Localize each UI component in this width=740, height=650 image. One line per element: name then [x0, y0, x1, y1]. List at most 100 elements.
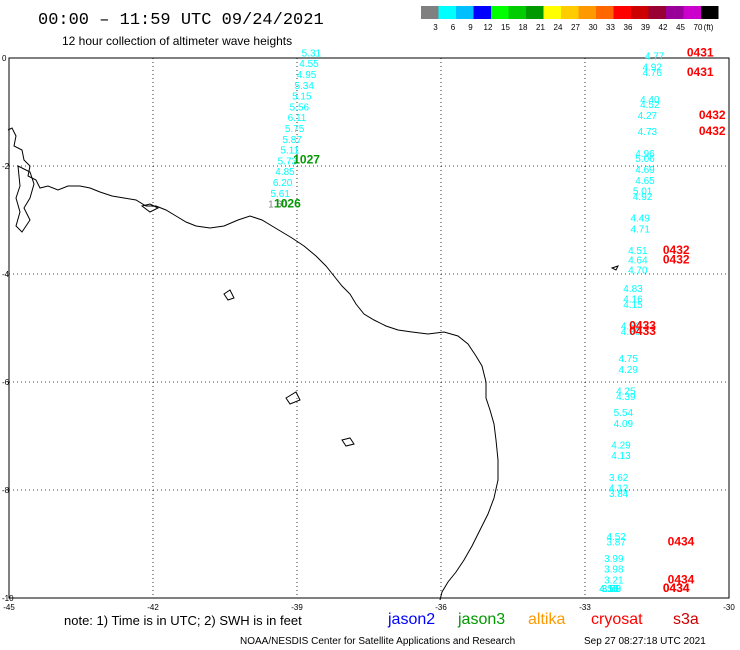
- wave-height-value: 4.29: [618, 365, 638, 376]
- legend-label: 39: [641, 23, 650, 32]
- wave-height-value: 6.11: [288, 113, 307, 124]
- wave-height-value: 4.13: [599, 584, 619, 595]
- wave-height-value: 4.15: [623, 300, 643, 311]
- y-tick-label: -10: [2, 594, 14, 603]
- pass-label: 0432: [663, 253, 690, 267]
- wave-height-value: 5.34: [294, 81, 314, 92]
- pass-label: 0431: [687, 65, 714, 79]
- y-tick-label: 0: [2, 54, 7, 63]
- legend-label: 21: [536, 23, 545, 32]
- pass-label: 1027: [293, 152, 320, 166]
- wave-height-value: 4.40: [640, 95, 660, 106]
- map-subtitle: 12 hour collection of altimeter wave hei…: [62, 34, 292, 48]
- x-tick-label: -45: [3, 603, 15, 612]
- wave-height-value: 5.56: [290, 102, 310, 113]
- y-tick-label: -6: [2, 378, 10, 387]
- satellite-legend: jason2 jason3 altika cryosat s3a: [387, 611, 699, 628]
- wave-height-value: 4.52: [640, 100, 660, 111]
- pass-label: 1026: [274, 197, 301, 211]
- wave-height-value: 4.12: [609, 484, 629, 495]
- color-scale-legend: 3 6 9 12 15 18 21 24 27 30 33 36 39 42 45 70 (ft): [421, 6, 719, 32]
- wave-height-value: 4.77: [645, 52, 665, 63]
- wave-height-value: 4.92: [633, 192, 653, 203]
- legend-label: 30: [589, 23, 598, 32]
- small-island-2: [223, 289, 235, 301]
- x-tick-label: -39: [291, 603, 303, 612]
- wave-height-value: 5.73: [278, 156, 298, 167]
- legend-swatch: [473, 6, 491, 19]
- grid-lines: [9, 58, 729, 598]
- small-island-4: [341, 437, 355, 447]
- legend-label: (ft): [704, 23, 714, 32]
- wave-height-value: 4.69: [635, 165, 655, 176]
- legend-label: 33: [606, 23, 615, 32]
- axis-ticks: -45 -42 -39 -36 -33 -30 0 -2 -4 -6 -8 -10: [2, 54, 735, 612]
- wave-height-value: 5.31: [302, 48, 322, 59]
- wave-height-value: 4.25: [616, 386, 636, 397]
- wave-height-value: 6.20: [273, 178, 293, 189]
- legend-swatch: [543, 6, 561, 19]
- wave-height-value: 4.76: [642, 68, 662, 79]
- pass-label: 0434: [663, 581, 690, 595]
- wave-height-value: 5.87: [282, 135, 302, 146]
- wave-height-value: 3.53: [602, 584, 622, 595]
- wave-height-value: 4.73: [638, 127, 658, 138]
- legend-swatch: [648, 6, 666, 19]
- wave-height-value: 3.21: [604, 575, 624, 586]
- small-island-3: [285, 391, 301, 405]
- wave-height-value: 4.75: [618, 354, 638, 365]
- plot-frame: [8, 57, 730, 599]
- wave-height-value: 4.92: [642, 62, 662, 73]
- wave-height-value: 5.54: [614, 408, 634, 419]
- legend-label: 6: [451, 23, 456, 32]
- legend-swatch: [683, 6, 701, 19]
- wave-height-value: 3.84: [609, 489, 629, 500]
- wave-height-value: 4.70: [628, 265, 648, 276]
- wave-height-value: 3.87: [606, 538, 626, 549]
- wave-height-value: 4.52: [606, 532, 626, 543]
- wave-height-value: 4.55: [299, 59, 319, 70]
- legend-label: 9: [468, 23, 473, 32]
- legend-label: 24: [554, 23, 563, 32]
- pass-label: 0432: [699, 124, 726, 138]
- wave-height-value: 4.13: [611, 451, 631, 462]
- brazil-coastline: [7, 127, 499, 601]
- wave-height-value: 4.27: [638, 111, 658, 122]
- wave-height-value: 4.51: [628, 246, 648, 257]
- legend-swatch: [508, 6, 526, 19]
- wave-height-value: 4.15: [599, 584, 619, 595]
- legend-label: 18: [519, 23, 528, 32]
- units-note: note: 1) Time is in UTC; 2) SWH is in fe…: [64, 613, 302, 628]
- legend-swatch: [613, 6, 631, 19]
- wave-height-value: 4.85: [275, 167, 295, 178]
- footer-credit: NOAA/NESDIS Center for Satellite Applica…: [240, 636, 515, 647]
- legend-label: 27: [571, 23, 580, 32]
- wave-height-value: 4.09: [614, 419, 634, 430]
- legend-swatch: [438, 6, 456, 19]
- legend-swatch: [701, 6, 719, 19]
- footer-timestamp: Sep 27 08:27:18 UTC 2021: [584, 636, 706, 647]
- small-island-5: [610, 265, 619, 271]
- legend-swatch: [421, 6, 439, 19]
- legend-label: 12: [484, 23, 493, 32]
- legend-label: 42: [659, 23, 668, 32]
- wave-height-value: 4.39: [616, 392, 636, 403]
- wave-height-value: 4.65: [635, 176, 655, 187]
- coastline: [7, 127, 619, 601]
- wave-height-value: 4.29: [611, 440, 631, 451]
- wave-height-value: 5.61: [270, 189, 290, 200]
- wave-height-value: 4.50: [621, 322, 641, 333]
- x-tick-label: -36: [435, 603, 447, 612]
- satellite-altika: altika: [528, 611, 565, 628]
- satellite-jason3: jason3: [457, 611, 505, 628]
- wave-height-value: 5.01: [633, 187, 653, 198]
- wave-height-value: 4.83: [623, 284, 643, 295]
- wave-height-value: 4.49: [630, 214, 650, 225]
- legend-label: 45: [676, 23, 685, 32]
- legend-swatch: [561, 6, 579, 19]
- legend-label: 15: [501, 23, 510, 32]
- altimeter-tracks: 5.314.554.955.345.155.566.115.755.875.11…: [268, 45, 726, 595]
- wave-height-value: 4.64: [628, 256, 648, 267]
- wave-height-value: 4.96: [635, 149, 655, 160]
